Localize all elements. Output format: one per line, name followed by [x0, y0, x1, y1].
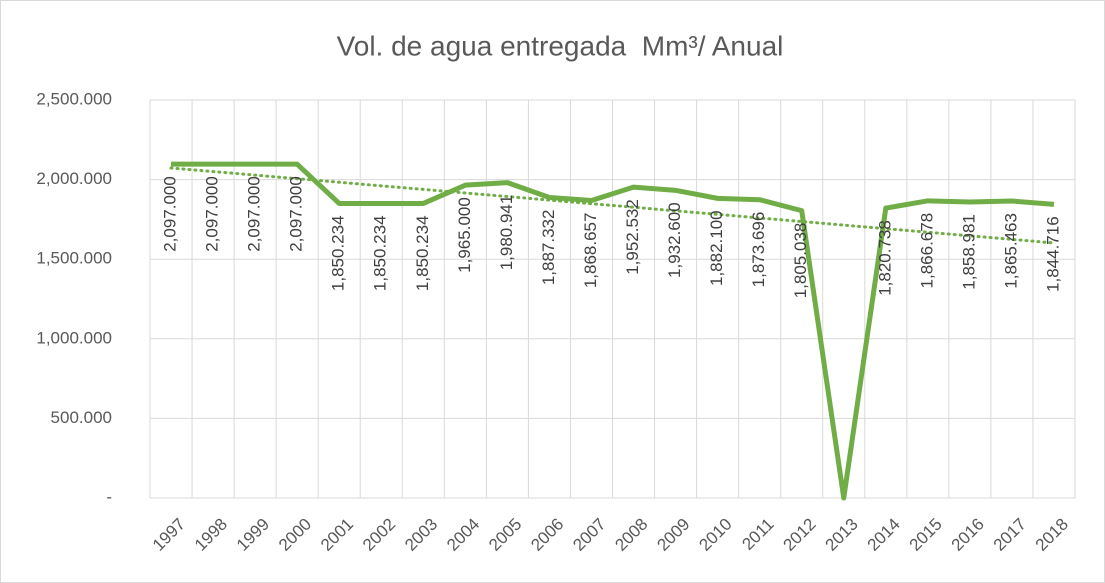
- data-line: [171, 161, 1055, 501]
- value-label: 1,873.696: [749, 212, 768, 288]
- value-label: 1,965.000: [455, 197, 474, 273]
- y-tick-label: 1,000.000: [36, 328, 112, 347]
- value-label: 1,858.981: [959, 214, 978, 290]
- y-tick-label: 1,500.000: [36, 249, 112, 268]
- value-label: 1,865.463: [1001, 213, 1020, 289]
- value-label: 1,850.234: [371, 215, 390, 291]
- value-label: 1,850.234: [329, 215, 348, 291]
- value-label: 1,866.678: [917, 213, 936, 289]
- value-label: 2,097.000: [161, 176, 180, 252]
- value-label: 1,882.100: [707, 210, 726, 286]
- value-label: 1,844.716: [1043, 216, 1062, 292]
- value-label: 1,887.332: [539, 210, 558, 286]
- value-label: 1,805.038: [791, 223, 810, 299]
- y-tick-label: 500.000: [51, 408, 112, 427]
- y-tick-label: 2,500.000: [36, 89, 112, 108]
- y-tick-label: 2,000.000: [36, 169, 112, 188]
- value-label: 2,097.000: [287, 176, 306, 252]
- value-label: 1,868.657: [581, 213, 600, 289]
- value-label: 1,932.600: [665, 202, 684, 278]
- value-label: 1,952.532: [623, 199, 642, 275]
- trendline: [169, 166, 1056, 245]
- value-label: 2,097.000: [203, 176, 222, 252]
- y-tick-label: -: [106, 487, 112, 506]
- value-label: 2,097.000: [245, 176, 264, 252]
- value-label: 1,980.941: [497, 195, 516, 271]
- chart-title: Vol. de agua entregada Mm³/ Anual: [337, 30, 784, 61]
- value-label: 1,850.234: [413, 215, 432, 291]
- value-label: 1,820.738: [875, 220, 894, 296]
